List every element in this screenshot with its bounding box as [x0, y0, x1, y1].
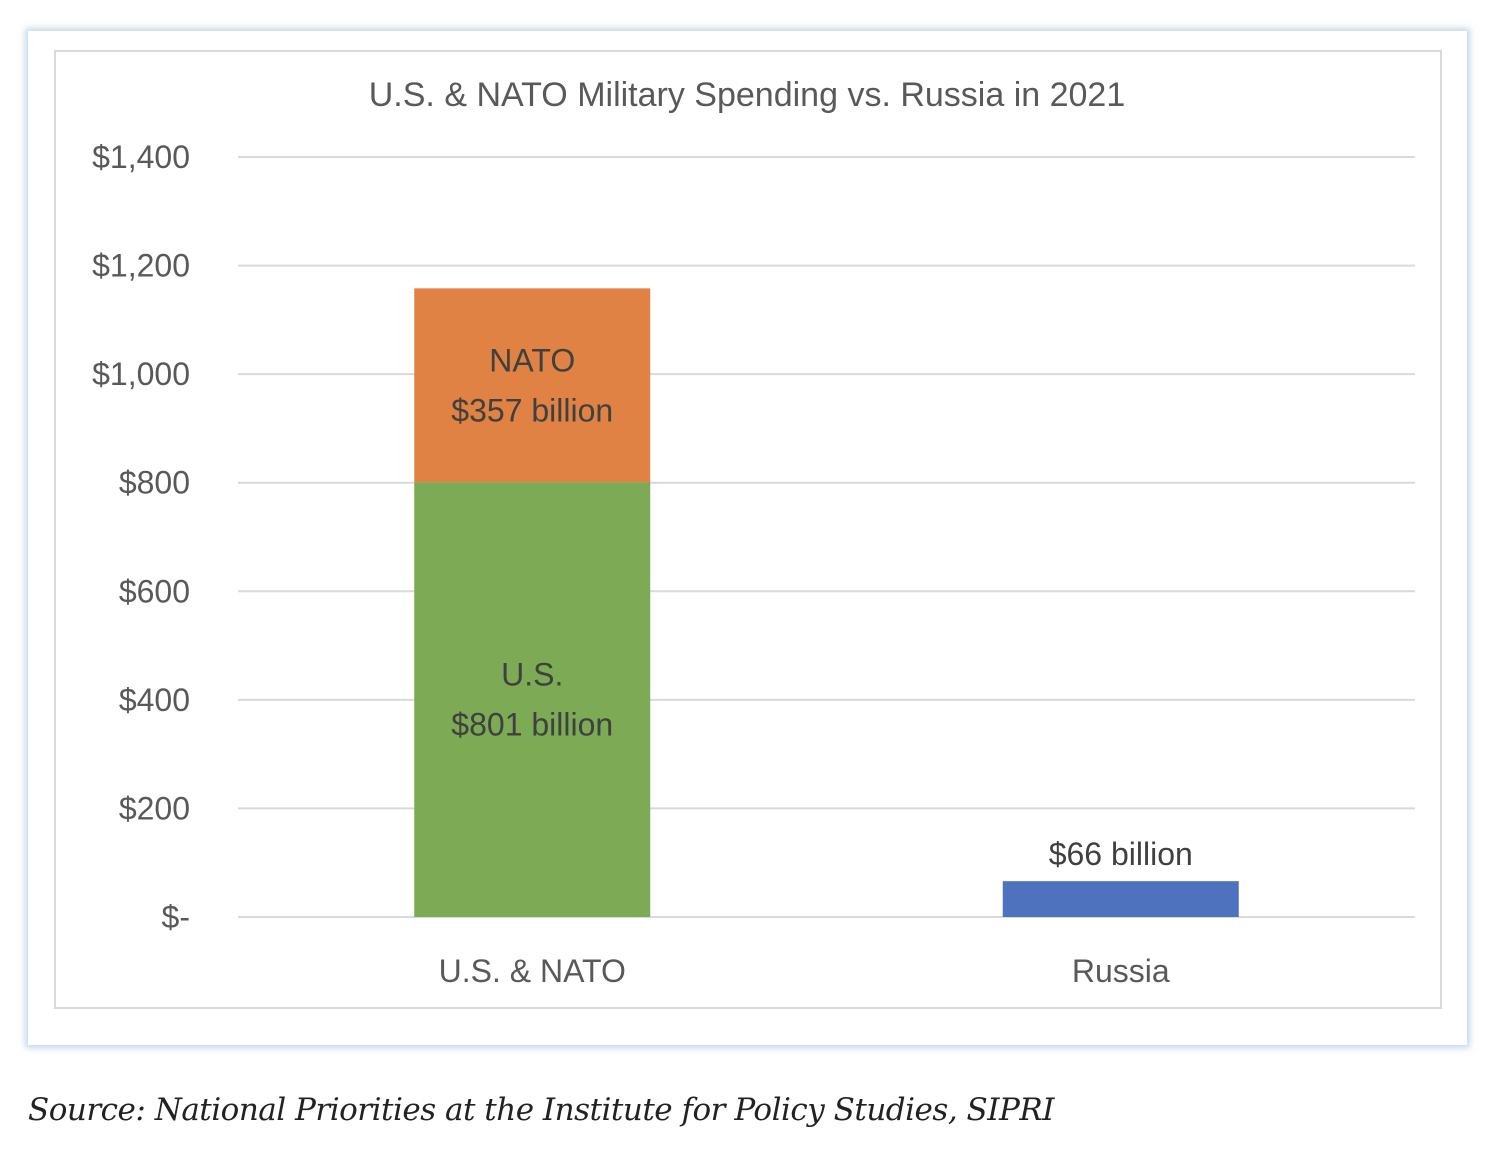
source-note: Source: National Priorities at the Insti…: [28, 1092, 1054, 1128]
y-tick-label: $1,000: [92, 356, 190, 392]
chart-title: U.S. & NATO Military Spending vs. Russia…: [369, 76, 1126, 114]
y-tick-label: $400: [119, 682, 190, 718]
bar-nato: [414, 288, 651, 483]
data-label: U.S.: [501, 657, 563, 693]
y-tick-label: $200: [119, 790, 190, 826]
bar-russia: [1002, 881, 1239, 917]
data-label: $801 billion: [451, 707, 613, 743]
data-labels: U.S. $801 billion NATO $357 billion $66 bill…: [451, 342, 1193, 872]
data-label: $66 billion: [1049, 836, 1193, 872]
data-label: NATO: [489, 342, 575, 378]
x-category-label: U.S. & NATO: [439, 953, 626, 989]
y-axis-tick-labels: $- $200 $400 $600 $800 $1,000 $1,200 $1,400: [92, 139, 190, 935]
x-category-label: Russia: [1072, 953, 1170, 989]
data-label: $357 billion: [451, 392, 613, 428]
bars: [414, 288, 1239, 917]
y-tick-label: $1,400: [92, 139, 190, 175]
x-axis-category-labels: U.S. & NATO Russia: [439, 953, 1170, 989]
chart-area-border: [54, 50, 1442, 1009]
bar-u-s-: [414, 482, 651, 917]
y-tick-label: $1,200: [92, 248, 190, 284]
y-tick-label: $-: [162, 899, 190, 935]
y-tick-label: $600: [119, 573, 190, 609]
y-tick-label: $800: [119, 465, 190, 501]
